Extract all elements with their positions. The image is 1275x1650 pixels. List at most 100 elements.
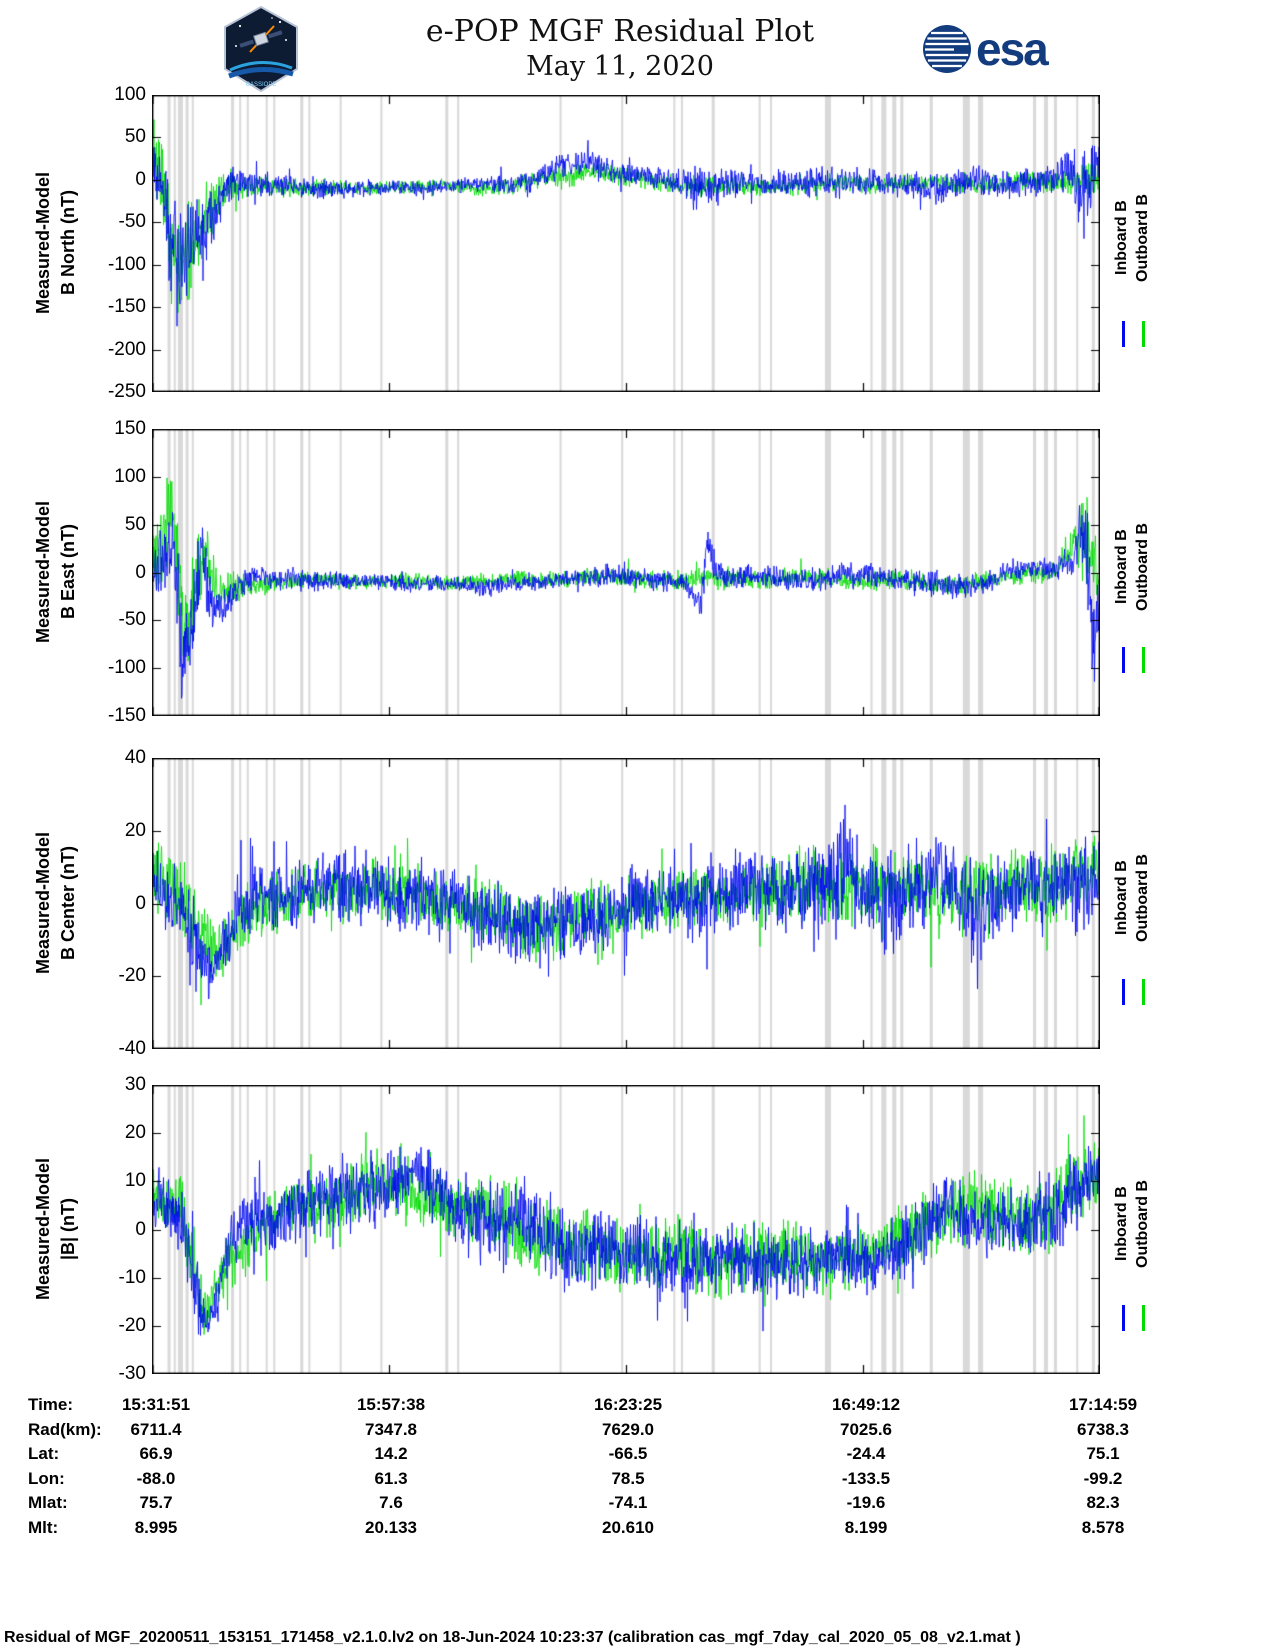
patch-label: CASSIOPE [246,82,277,88]
title-block: e-POP MGF Residual Plot May 11, 2020 [0,14,1240,84]
table-cell: -19.6 [846,1493,886,1512]
legend-outboard-label: Outboard B [1134,193,1151,282]
y-tick-labels-b-magnitude: 30 20 10 0 -10 -20 -30 [58,1074,146,1384]
plot-area-b-east [152,429,1100,716]
plot-canvas-b-center [152,758,1100,1049]
legend-outboard-line-sample [1142,320,1145,347]
legend-b-magnitude: Inboard B Outboard B [1102,1085,1164,1374]
table-cell: 61.3 [374,1469,408,1488]
legend-b-center: Inboard B Outboard B [1102,758,1164,1049]
plot-canvas-b-north [152,95,1100,392]
table-cell: 7629.0 [602,1420,654,1439]
y-tick-label: -50 [118,211,146,233]
table-cell: 15:57:38 [356,1395,426,1414]
legend-b-east: Inboard B Outboard B [1102,429,1164,716]
table-cell: 75.1 [1086,1444,1120,1463]
y-tick-label: 100 [114,465,146,487]
y-tick-label: 50 [124,126,146,148]
table-cell: -66.5 [608,1444,648,1463]
table-cell: 82.3 [1086,1493,1120,1512]
y-tick-label: 150 [114,418,146,439]
cassiope-mission-patch: CASSIOPE [222,5,300,93]
y-tick-labels-b-north: 100 50 0 -50 -100 -150 -200 -250 [58,84,146,402]
legend-outboard-label: Outboard B [1134,522,1151,611]
y-axis-label-line1: Measured-Model [32,172,53,315]
plot-canvas-b-east [152,429,1100,716]
table-cell: 8.995 [134,1518,178,1537]
table-cell: 66.9 [139,1444,173,1463]
table-cell: 6738.3 [1077,1420,1129,1439]
y-axis-label-line1: Measured-Model [32,1158,53,1301]
table-cell: 14.2 [374,1444,408,1463]
footer-text: Residual of MGF_20200511_153151_171458_v… [4,1629,1021,1646]
y-tick-label: -40 [118,1038,146,1059]
legend-outboard-label: Outboard B [1134,1179,1151,1268]
table-row-label: Time: [28,1395,74,1414]
legend-outboard-line-sample [1142,979,1145,1006]
table-cell: 8.578 [1081,1518,1125,1537]
table-cell: 16:23:25 [593,1395,663,1414]
table-cell: 17:14:59 [1068,1395,1138,1414]
plot-area-b-magnitude [152,1085,1100,1374]
y-tick-label: 0 [135,168,146,190]
table-cell: 20.133 [365,1518,417,1537]
y-tick-label: -150 [107,296,146,318]
table-cell: -99.2 [1083,1469,1123,1488]
y-tick-label: 0 [135,1218,146,1240]
plot-canvas-b-magnitude [152,1085,1100,1374]
y-tick-label: 10 [124,1170,146,1192]
legend-outboard-label: Outboard B [1134,853,1151,942]
panel-b-center: Measured-Model B Center (nT) 40 20 0 -20 -40… [0,747,1275,1059]
y-tick-label: -30 [118,1363,146,1384]
legend-inboard-line-sample [1122,320,1125,347]
y-tick-label: -100 [107,657,146,679]
legend-outboard-line-sample [1142,1304,1145,1331]
table-cell: -24.4 [846,1444,886,1463]
y-tick-label: -100 [107,253,146,275]
panel-b-magnitude: Measured-Model |B| (nT) 30 20 10 0 -10 -20 -30… [0,1074,1275,1384]
plot-area-b-center [152,758,1100,1049]
esa-logo: esa [922,22,1049,76]
panel-b-north: Measured-Model B North (nT) 100 50 0 -50 -10… [0,84,1275,402]
table-row-label: Lat: [28,1444,60,1463]
table-cell: -74.1 [608,1493,648,1512]
y-tick-label: -50 [118,609,146,631]
table-cell: 7025.6 [840,1420,892,1439]
plot-date: May 11, 2020 [526,51,714,82]
table-row-label: Rad(km): [28,1420,102,1439]
y-tick-label: -10 [118,1266,146,1288]
legend-inboard-line-sample [1122,1304,1125,1331]
legend-inboard-label: Inboard B [1113,200,1131,275]
y-tick-label: 30 [124,1074,146,1095]
table-cell: 75.7 [139,1493,173,1512]
table-cell: 16:49:12 [831,1395,901,1414]
y-tick-label: -150 [107,705,146,726]
table-cell: 7.6 [379,1493,403,1512]
y-tick-label: -20 [118,965,146,987]
ephemeris-table: Time: 15:31:51 15:57:38 16:23:25 16:49:12 17:… [0,1395,1275,1545]
legend-inboard-line-sample [1122,979,1125,1006]
table-cell: 78.5 [611,1469,645,1488]
table-cell: 8.199 [844,1518,888,1537]
legend-inboard-line-sample [1122,647,1125,674]
table-cell: 20.610 [602,1518,654,1537]
mission-patch-icon: CASSIOPE [224,5,298,93]
table-row-label: Lon: [28,1469,65,1488]
table-cell: 6711.4 [130,1420,182,1439]
table-row-label: Mlat: [28,1493,68,1512]
legend-inboard-label: Inboard B [1113,860,1131,936]
legend-outboard-line-sample [1142,647,1145,674]
legend-inboard-label: Inboard B [1113,529,1131,605]
y-tick-label: 20 [124,1122,146,1144]
esa-wordmark: esa [976,23,1049,75]
y-tick-label: 20 [124,819,146,841]
panel-b-east: Measured-Model B East (nT) 150 100 50 0 -50-… [0,418,1275,726]
y-tick-label: 0 [135,561,146,583]
table-cell: -88.0 [136,1469,176,1488]
y-tick-label: -20 [118,1314,146,1336]
y-tick-label: 50 [124,513,146,535]
table-cell: 7347.8 [365,1420,417,1439]
y-tick-labels-b-east: 150 100 50 0 -50 -100 -150 [58,418,146,726]
y-axis-label-line1: Measured-Model [32,501,53,644]
